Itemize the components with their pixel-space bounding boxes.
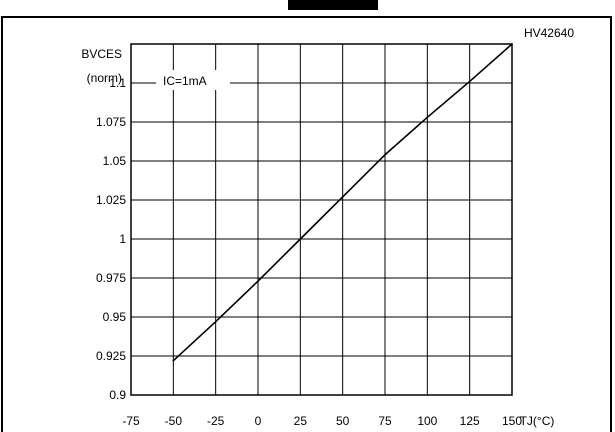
figure-id: HV42640 xyxy=(524,26,574,40)
data-point xyxy=(468,80,471,83)
series-layer xyxy=(172,43,513,362)
x-tick-label: 75 xyxy=(378,414,392,428)
data-point xyxy=(384,153,386,156)
x-tick-label: 100 xyxy=(417,414,437,428)
chart-axes xyxy=(130,43,513,396)
y-tick-label: 0.975 xyxy=(96,271,126,285)
y-tick-label: 1.05 xyxy=(103,154,127,168)
data-point xyxy=(214,320,217,323)
x-tick-label: 125 xyxy=(460,414,480,428)
data-point xyxy=(341,196,344,198)
y-tick-labels: 0.9 0.925 0.95 0.975 1 1.025 1.05 1.075 1.1 xyxy=(96,76,126,402)
y-tick-label: 0.925 xyxy=(96,349,126,363)
annotation-bg xyxy=(156,70,230,90)
y-tick-label: 1.025 xyxy=(96,193,126,207)
y-tick-label: 0.95 xyxy=(103,310,127,324)
y-axis-label-line1: BVCES xyxy=(81,47,122,61)
data-point xyxy=(511,43,513,45)
plot-frame xyxy=(130,43,513,396)
chart-grid xyxy=(130,43,513,396)
x-tick-label: -50 xyxy=(165,414,183,428)
data-point xyxy=(257,280,259,282)
y-tick-label: 1.075 xyxy=(96,115,126,129)
y-tick-label: 1 xyxy=(119,232,126,246)
x-tick-labels: -75 -50 -25 0 25 50 75 100 125 150 xyxy=(122,414,522,428)
y-axis-label-line2: (norm) xyxy=(87,71,122,85)
x-tick-label: 150 xyxy=(502,414,522,428)
data-point xyxy=(426,116,429,119)
y-tick-label: 1.1 xyxy=(109,76,126,90)
data-point xyxy=(172,359,175,362)
x-axis-label: TJ(°C) xyxy=(520,414,555,428)
y-tick-label: 0.9 xyxy=(109,388,126,402)
x-tick-label: 25 xyxy=(294,414,308,428)
data-point xyxy=(299,238,302,240)
annotation-text: IC=1mA xyxy=(163,74,207,88)
x-tick-label: 50 xyxy=(336,414,350,428)
x-tick-label: 0 xyxy=(255,414,262,428)
x-tick-label: -25 xyxy=(207,414,225,428)
x-tick-label: -75 xyxy=(122,414,140,428)
